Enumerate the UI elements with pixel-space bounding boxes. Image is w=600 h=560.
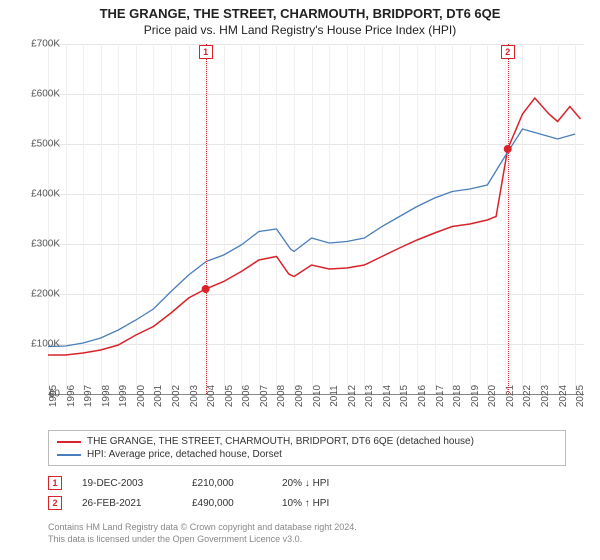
x-tick-label: 2019 bbox=[470, 385, 481, 407]
chart-subtitle: Price paid vs. HM Land Registry's House … bbox=[0, 21, 600, 41]
sale-row-2: 2 26-FEB-2021 £490,000 10% ↑ HPI bbox=[48, 496, 548, 510]
x-tick-label: 2021 bbox=[505, 385, 516, 407]
x-tick-label: 2008 bbox=[276, 385, 287, 407]
legend-swatch bbox=[57, 441, 81, 443]
x-tick-label: 2025 bbox=[575, 385, 586, 407]
x-tick-label: 2012 bbox=[347, 385, 358, 407]
chart-container: { "title": "THE GRANGE, THE STREET, CHAR… bbox=[0, 0, 600, 560]
legend-label: HPI: Average price, detached house, Dors… bbox=[87, 449, 282, 460]
series-hpi bbox=[48, 129, 575, 347]
footer-line-2: This data is licensed under the Open Gov… bbox=[48, 534, 357, 546]
sale-marker-2: 2 bbox=[48, 496, 62, 510]
sale-date-2: 26-FEB-2021 bbox=[82, 498, 172, 509]
sale-row-1: 1 19-DEC-2003 £210,000 20% ↓ HPI bbox=[48, 476, 548, 490]
x-tick-label: 2006 bbox=[241, 385, 252, 407]
x-tick-label: 2018 bbox=[452, 385, 463, 407]
x-tick-label: 1996 bbox=[66, 385, 77, 407]
y-tick-label: £100K bbox=[16, 339, 60, 350]
chart-marker-2: 2 bbox=[501, 45, 515, 59]
x-tick-label: 2015 bbox=[399, 385, 410, 407]
sale-date-1: 19-DEC-2003 bbox=[82, 478, 172, 489]
x-tick-label: 2024 bbox=[558, 385, 569, 407]
y-tick-label: £200K bbox=[16, 289, 60, 300]
x-tick-label: 1999 bbox=[118, 385, 129, 407]
legend-item: HPI: Average price, detached house, Dors… bbox=[57, 448, 557, 461]
x-tick-label: 1995 bbox=[48, 385, 59, 407]
x-tick-label: 2005 bbox=[224, 385, 235, 407]
legend-label: THE GRANGE, THE STREET, CHARMOUTH, BRIDP… bbox=[87, 436, 474, 447]
chart-marker-1: 1 bbox=[199, 45, 213, 59]
footer-line-1: Contains HM Land Registry data © Crown c… bbox=[48, 522, 357, 534]
y-tick-label: £600K bbox=[16, 89, 60, 100]
legend: THE GRANGE, THE STREET, CHARMOUTH, BRIDP… bbox=[48, 430, 566, 466]
sale-price-2: £490,000 bbox=[192, 498, 262, 509]
x-tick-label: 1997 bbox=[83, 385, 94, 407]
y-tick-label: £400K bbox=[16, 189, 60, 200]
legend-swatch bbox=[57, 454, 81, 456]
plot-svg bbox=[48, 44, 584, 394]
sale-price-1: £210,000 bbox=[192, 478, 262, 489]
x-tick-label: 2013 bbox=[364, 385, 375, 407]
y-tick-label: £700K bbox=[16, 39, 60, 50]
series-property bbox=[48, 98, 581, 355]
sale-marker-1: 1 bbox=[48, 476, 62, 490]
x-tick-label: 2004 bbox=[206, 385, 217, 407]
x-tick-label: 2022 bbox=[522, 385, 533, 407]
sale-delta-2: 10% ↑ HPI bbox=[282, 498, 329, 509]
x-tick-label: 2003 bbox=[189, 385, 200, 407]
x-tick-label: 2010 bbox=[312, 385, 323, 407]
x-tick-label: 2007 bbox=[259, 385, 270, 407]
x-tick-label: 2020 bbox=[487, 385, 498, 407]
x-tick-label: 2014 bbox=[382, 385, 393, 407]
y-tick-label: £500K bbox=[16, 139, 60, 150]
x-tick-label: 2017 bbox=[435, 385, 446, 407]
x-tick-label: 2001 bbox=[153, 385, 164, 407]
x-tick-label: 2023 bbox=[540, 385, 551, 407]
x-tick-label: 1998 bbox=[101, 385, 112, 407]
x-tick-label: 2002 bbox=[171, 385, 182, 407]
x-tick-label: 2009 bbox=[294, 385, 305, 407]
x-tick-label: 2000 bbox=[136, 385, 147, 407]
y-tick-label: £300K bbox=[16, 239, 60, 250]
x-tick-label: 2011 bbox=[329, 385, 340, 407]
x-tick-label: 2016 bbox=[417, 385, 428, 407]
sale-delta-1: 20% ↓ HPI bbox=[282, 478, 329, 489]
legend-item: THE GRANGE, THE STREET, CHARMOUTH, BRIDP… bbox=[57, 435, 557, 448]
chart-title: THE GRANGE, THE STREET, CHARMOUTH, BRIDP… bbox=[0, 0, 600, 21]
footer: Contains HM Land Registry data © Crown c… bbox=[48, 522, 357, 545]
